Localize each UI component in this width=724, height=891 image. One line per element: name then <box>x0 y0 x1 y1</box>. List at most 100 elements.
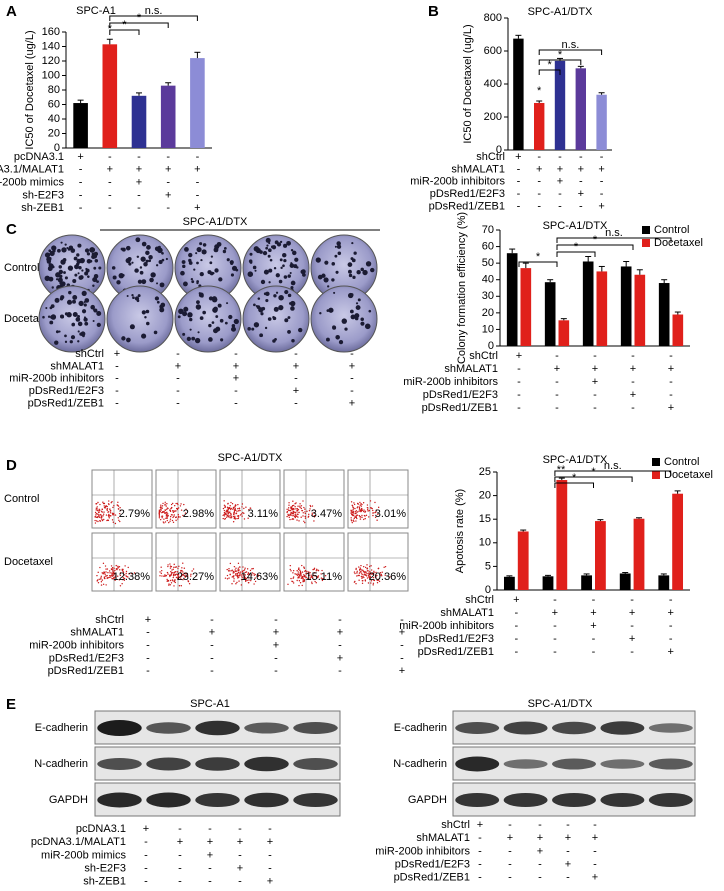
event <box>376 519 378 521</box>
colony <box>186 336 191 342</box>
event <box>364 510 367 512</box>
condition-mark: - <box>79 189 83 201</box>
colony <box>321 273 326 278</box>
condition-mark: + <box>590 620 596 632</box>
colony <box>77 330 80 333</box>
event <box>222 514 224 517</box>
event <box>109 574 111 577</box>
flow-plot <box>283 532 345 592</box>
event <box>244 571 247 574</box>
condition-label: pDsRed1/E2F3 <box>423 389 498 401</box>
event <box>361 580 364 582</box>
error-bar <box>636 269 643 275</box>
event <box>317 569 319 571</box>
colony <box>182 281 188 287</box>
colony <box>324 260 329 265</box>
event <box>352 506 354 508</box>
band <box>503 793 548 807</box>
event <box>354 512 357 515</box>
event <box>291 504 294 507</box>
event <box>372 514 374 517</box>
event <box>171 502 174 505</box>
event <box>169 510 172 513</box>
event <box>307 516 309 518</box>
colony <box>128 262 132 266</box>
event <box>103 505 105 507</box>
event <box>100 510 103 513</box>
condition-mark: - <box>137 151 141 163</box>
event <box>175 510 177 512</box>
event <box>300 505 303 507</box>
event <box>237 507 239 510</box>
event <box>161 516 163 519</box>
colony <box>226 302 229 305</box>
event <box>351 504 353 507</box>
colony <box>96 322 101 327</box>
condition-mark: - <box>538 819 542 831</box>
condition-mark: - <box>137 202 141 214</box>
colony <box>86 258 92 264</box>
dish <box>174 285 242 353</box>
event <box>183 567 186 569</box>
condition-mark: - <box>176 373 180 385</box>
event <box>224 506 226 508</box>
event <box>376 582 379 584</box>
colony <box>78 265 82 270</box>
event <box>296 579 298 582</box>
condition-mark: - <box>238 876 242 888</box>
error-bar <box>506 575 513 577</box>
event <box>359 571 361 573</box>
colony <box>161 258 165 262</box>
colony <box>230 326 237 332</box>
band <box>503 721 548 735</box>
condition-mark: + <box>565 859 571 871</box>
band <box>97 720 142 736</box>
event <box>169 579 172 582</box>
event <box>313 516 316 518</box>
event <box>117 517 119 519</box>
event <box>290 570 292 572</box>
significance: * <box>137 12 142 24</box>
colony <box>141 333 147 339</box>
y-tick-label: 80 <box>48 84 60 96</box>
colony <box>370 267 375 273</box>
colony <box>354 316 359 321</box>
event <box>254 580 257 583</box>
event <box>94 519 96 522</box>
event <box>95 520 98 522</box>
event <box>223 513 225 516</box>
condition-mark: - <box>669 350 673 362</box>
condition-mark: - <box>558 201 562 213</box>
colony <box>282 252 287 258</box>
condition-mark: + <box>590 607 596 619</box>
event <box>304 521 306 524</box>
event <box>292 570 295 572</box>
event <box>374 501 376 504</box>
event <box>167 565 169 568</box>
event <box>232 521 235 523</box>
bar <box>517 531 529 590</box>
band <box>293 722 338 734</box>
event <box>235 574 237 576</box>
event <box>350 517 352 519</box>
event <box>245 571 248 573</box>
event <box>101 516 103 518</box>
event <box>352 519 355 521</box>
event <box>185 573 188 575</box>
event <box>106 577 108 579</box>
event <box>114 569 116 572</box>
colony <box>72 299 76 304</box>
event <box>306 572 308 574</box>
event <box>232 570 234 572</box>
significance: * <box>572 472 577 484</box>
bar <box>544 282 556 346</box>
colony <box>200 258 203 262</box>
event <box>356 507 358 509</box>
condition-mark: - <box>178 863 182 875</box>
protein-label: GAPDH <box>408 794 447 806</box>
event <box>360 572 363 574</box>
condition-mark: - <box>144 876 148 888</box>
event <box>160 572 163 575</box>
event <box>304 512 307 515</box>
event <box>110 576 112 578</box>
